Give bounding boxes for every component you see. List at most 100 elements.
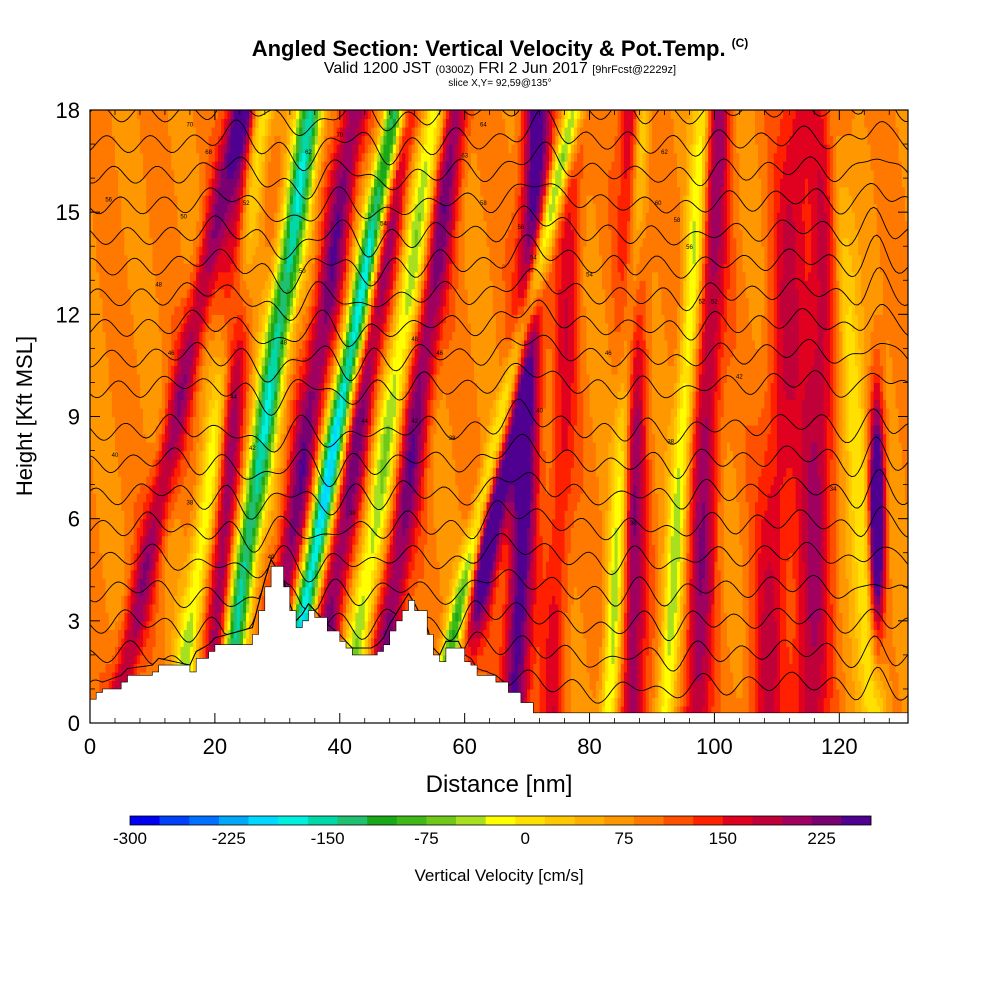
velocity-cell [449,144,453,188]
velocity-cell [364,476,369,494]
velocity-cell [174,459,179,469]
velocity-cell [445,144,450,162]
velocity-cell [680,407,684,528]
velocity-cell [336,493,341,503]
velocity-cell [358,476,363,486]
velocity-cell [324,544,328,554]
velocity-cell [177,637,182,656]
velocity-cell [314,118,319,137]
velocity-cell [239,195,244,213]
velocity-cell [258,152,263,188]
velocity-cell [349,425,353,435]
velocity-cell [733,348,737,469]
velocity-cell [264,527,269,537]
velocity-cell [364,110,369,120]
velocity-cell [283,390,288,409]
velocity-cell [567,552,572,723]
velocity-cell [783,476,787,723]
velocity-cell [814,110,819,349]
velocity-cell [214,544,219,562]
velocity-cell [595,229,600,477]
velocity-cell [620,280,625,324]
velocity-cell [218,484,222,494]
velocity-cell [533,246,538,256]
velocity-cell [271,442,275,452]
velocity-cell [364,305,369,315]
velocity-cell [352,331,356,341]
velocity-cell [583,246,588,307]
velocity-cell [308,603,313,613]
velocity-cell [552,212,556,222]
velocity-cell [317,450,322,460]
velocity-cell [673,110,678,154]
velocity-cell [499,544,503,562]
velocity-cell [370,425,375,443]
velocity-cell [417,280,422,298]
velocity-cell [695,110,700,120]
contour-label: 52 [243,201,250,207]
velocity-cell [246,288,250,324]
velocity-cell [492,493,497,554]
velocity-cell [336,382,341,392]
velocity-cell [901,186,906,469]
velocity-cell [239,552,244,562]
velocity-cell [533,305,538,315]
velocity-cell [327,348,331,358]
velocity-cell [261,501,266,511]
velocity-cell [705,612,709,673]
velocity-cell [361,220,366,230]
velocity-cell [349,305,353,315]
velocity-cell [349,390,353,401]
velocity-cell [339,348,344,358]
velocity-cell [808,373,812,460]
velocity-cell [402,110,406,120]
velocity-cell [505,433,509,443]
velocity-cell [246,578,250,596]
theta-contour [90,234,908,294]
velocity-cell [804,280,809,384]
velocity-cell [146,518,150,537]
contour-label: 56 [686,245,693,251]
velocity-cell [302,399,307,418]
velocity-cell [792,220,797,401]
velocity-cell [261,569,266,596]
velocity-cell [539,229,544,239]
velocity-cell [733,110,737,239]
velocity-cell [239,339,244,426]
velocity-cell [324,416,328,426]
velocity-cell [480,620,484,630]
velocity-cell [505,493,509,503]
velocity-cell [467,612,472,622]
velocity-cell [873,348,878,375]
velocity-cell [464,552,469,562]
velocity-cell [486,637,491,682]
velocity-cell [377,246,381,256]
velocity-cell [186,110,191,264]
velocity-cell [370,161,375,171]
velocity-cell [236,552,241,562]
velocity-cell [255,561,260,579]
velocity-cell [233,595,238,605]
velocity-cell [399,161,403,213]
velocity-cell [851,212,856,273]
velocity-cell [723,110,728,171]
velocity-cell [758,348,762,418]
velocity-cell [555,603,559,723]
velocity-cell [386,271,391,290]
velocity-cell [876,110,881,239]
velocity-cell [299,459,303,494]
velocity-cell [633,356,637,392]
velocity-cell [374,127,378,145]
velocity-cell [221,220,225,239]
velocity-cell [492,561,497,571]
velocity-cell [239,629,244,647]
velocity-cell [233,586,238,596]
velocity-cell [873,620,878,630]
velocity-cell [505,442,509,452]
velocity-cell [530,356,534,426]
velocity-cell [308,459,313,477]
velocity-cell [736,152,740,503]
velocity-cell [239,212,244,230]
velocity-cell [133,637,138,656]
velocity-cell [174,195,179,307]
